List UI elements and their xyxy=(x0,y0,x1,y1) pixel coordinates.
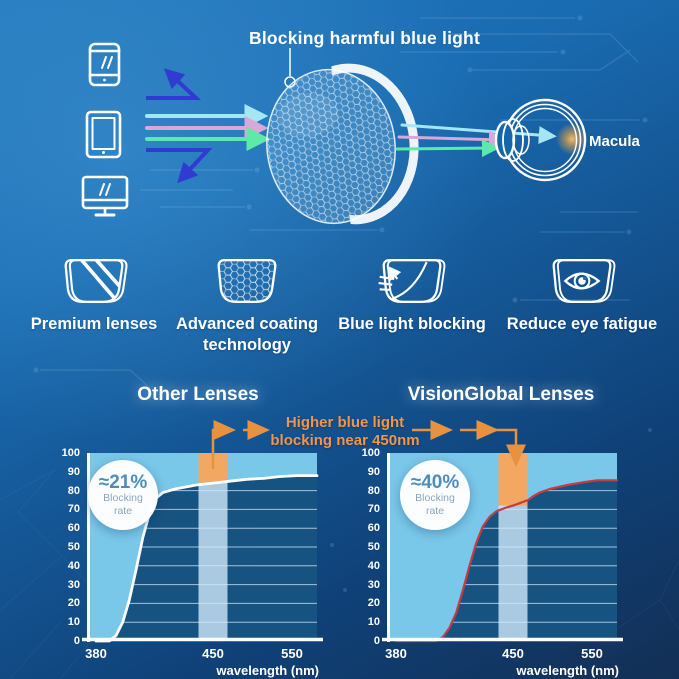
chart-visionglobal-lenses: 0 10 20 30 40 50 60 70 80 90 100 380 450 550 wavel… xyxy=(356,447,646,679)
eye-icon xyxy=(563,272,601,290)
lens-highlight xyxy=(278,92,338,138)
tablet-icon xyxy=(85,110,122,159)
y-tick-label: 20 xyxy=(367,597,380,610)
blocking-curve xyxy=(394,479,619,643)
x-axis-label: wavelength (nm) xyxy=(516,663,619,678)
y-tick-label: 50 xyxy=(367,541,380,553)
blocking-curve xyxy=(94,474,319,643)
reflected-ray-up xyxy=(146,68,202,100)
smartphone-icon xyxy=(88,42,121,87)
coated-lens-icon xyxy=(266,63,419,225)
annotation-450nm: Higher blue light blocking near 450nm xyxy=(250,414,440,451)
y-tick-label: 10 xyxy=(367,616,380,629)
reflected-blue-rays xyxy=(146,68,213,184)
y-tick-label: 90 xyxy=(67,465,80,478)
macula-label: Macula xyxy=(589,133,641,150)
feature-label: Reduce eye fatigue xyxy=(506,315,658,333)
extra-blocking-highlight xyxy=(198,453,228,484)
blocking-rate-value: ≈40% xyxy=(410,471,460,493)
y-tick-label: 70 xyxy=(67,503,80,516)
reflected-ray-down xyxy=(146,148,213,184)
lens-honeycomb xyxy=(267,70,395,223)
transmitted-ray-cyan xyxy=(400,123,557,145)
x-tick-380: 380 xyxy=(85,646,107,661)
premium-lens-icon xyxy=(64,258,128,304)
stopped-ray-green xyxy=(395,139,500,158)
y-tick-label: 100 xyxy=(361,447,380,459)
blocking-rate-label: Blocking xyxy=(103,491,143,504)
y-tick-label: 30 xyxy=(67,578,80,591)
x-axis-label: wavelength (nm) xyxy=(216,663,319,678)
x-tick-550: 550 xyxy=(281,646,303,661)
y-tick-label: 60 xyxy=(367,522,380,535)
feature-advanced-coating: Advanced coating technology xyxy=(167,257,327,355)
chart-title-visionglobal-lenses: VisionGlobal Lenses xyxy=(407,384,595,405)
crystalline-lens xyxy=(512,125,530,155)
feature-label: Blue light blocking xyxy=(338,315,486,333)
honeycomb-coating-lens-icon xyxy=(217,258,277,304)
blocking-rate-label2: rate xyxy=(113,504,133,517)
x-tick-450: 450 xyxy=(502,646,524,661)
feature-premium-lenses: Premium lenses xyxy=(14,257,174,335)
y-tick-label: 90 xyxy=(367,465,380,478)
y-tick-label: 100 xyxy=(61,447,80,459)
blocking-rate-badge: ≈40% Blocking rate xyxy=(400,460,470,530)
y-axis-labels: 0 10 20 30 40 50 60 70 80 90 100 xyxy=(356,447,383,647)
plot-area xyxy=(382,453,623,643)
extra-blocking-highlight xyxy=(498,453,528,506)
blocking-rate-label2: rate xyxy=(425,504,445,517)
y-tick-label: 60 xyxy=(67,522,80,535)
y-tick-label: 80 xyxy=(367,484,380,497)
blocking-rate-badge: ≈21% Blocking rate xyxy=(88,460,158,530)
page-title: Blocking harmful blue light xyxy=(249,28,480,48)
y-tick-label: 70 xyxy=(367,503,380,516)
y-tick-label: 20 xyxy=(67,597,80,610)
feature-label: Advanced coating xyxy=(175,315,319,333)
y-tick-label: 40 xyxy=(367,559,380,572)
feature-label: Premium lenses xyxy=(30,315,158,333)
y-tick-label: 0 xyxy=(73,635,80,647)
feature-reduce-eye-fatigue: Reduce eye fatigue xyxy=(502,257,662,335)
x-tick-380: 380 xyxy=(385,646,407,661)
y-axis-labels: 0 10 20 30 40 50 60 70 80 90 100 xyxy=(56,447,83,647)
feature-label-line2: technology xyxy=(202,335,291,354)
monitor-icon xyxy=(81,175,129,217)
annotation-line1: Higher blue light xyxy=(285,414,405,431)
blocking-rate-label: Blocking xyxy=(415,491,455,504)
feature-blue-light-blocking: Blue light blocking xyxy=(332,257,492,335)
x-tick-450: 450 xyxy=(202,646,224,661)
cornea xyxy=(494,120,516,160)
y-tick-label: 40 xyxy=(67,559,80,572)
y-tick-label: 10 xyxy=(67,616,80,629)
eyeball-cross-section-icon xyxy=(494,98,588,182)
chart-title-other-lenses: Other Lenses xyxy=(137,384,259,405)
y-tick-label: 30 xyxy=(367,578,380,591)
annotation-line2: blocking near 450nm xyxy=(270,432,420,450)
x-tick-550: 550 xyxy=(581,646,603,661)
y-tick-label: 80 xyxy=(67,484,80,497)
blocking-rate-value: ≈21% xyxy=(98,471,148,493)
blue-light-diagram: Macula xyxy=(81,42,641,225)
y-tick-label: 50 xyxy=(67,541,80,553)
y-tick-label: 0 xyxy=(373,635,380,647)
blue-light-blocking-lens-icon xyxy=(378,258,446,304)
chart-other-lenses: 0 10 20 30 40 50 60 70 80 90 100 380 450 550 wavel… xyxy=(56,447,346,679)
plot-area xyxy=(82,453,323,643)
eye-in-lens-icon xyxy=(552,258,616,304)
